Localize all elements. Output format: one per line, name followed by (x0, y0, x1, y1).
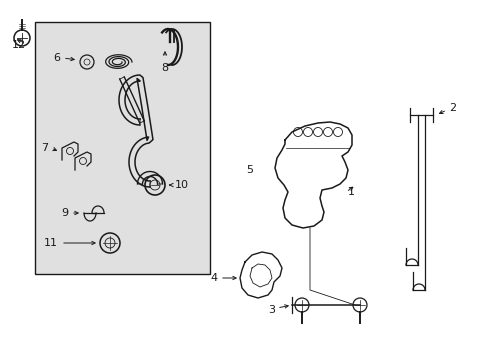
Text: 8: 8 (161, 63, 168, 73)
Text: 9: 9 (61, 208, 68, 218)
Text: 2: 2 (448, 103, 455, 113)
Text: 12: 12 (12, 40, 26, 50)
Text: 5: 5 (245, 165, 252, 175)
Polygon shape (240, 252, 282, 298)
Text: 10: 10 (175, 180, 189, 190)
Bar (35, 22, 209, 274)
Polygon shape (274, 122, 351, 228)
Text: 11: 11 (44, 238, 58, 248)
Text: 7: 7 (41, 143, 48, 153)
Text: 4: 4 (210, 273, 218, 283)
Text: 3: 3 (267, 305, 274, 315)
Text: 1: 1 (347, 187, 354, 197)
Text: 6: 6 (53, 53, 60, 63)
